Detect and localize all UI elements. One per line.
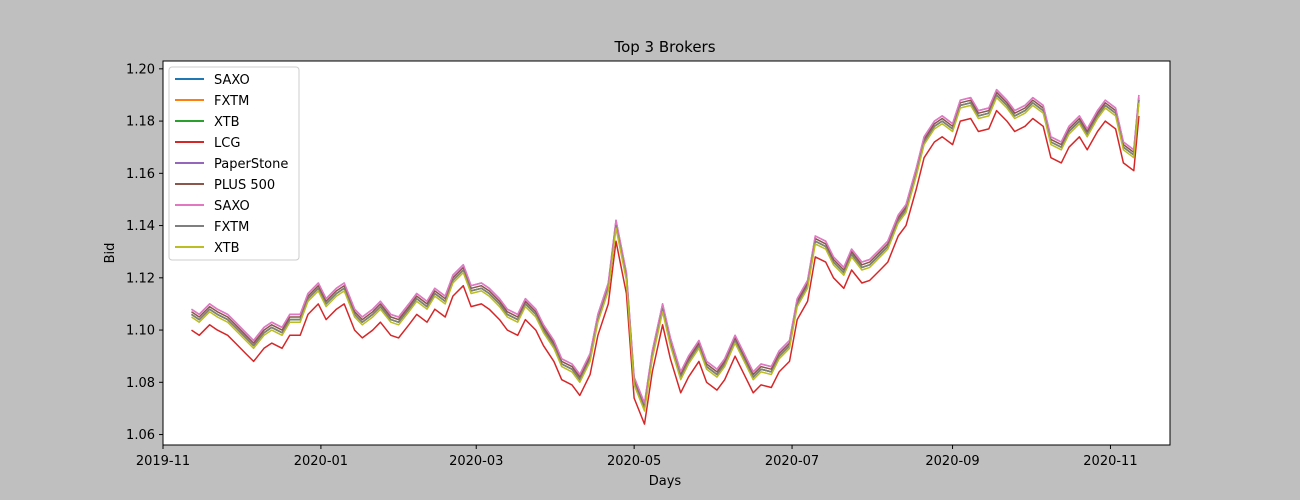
series-line-9 <box>191 96 1140 412</box>
legend-label: FXTM <box>214 94 249 109</box>
legend-label: PLUS 500 <box>214 178 275 193</box>
legend: SAXO FXTM XTB LCG PaperStone PLUS 500 SAXO FXTM… <box>168 66 300 261</box>
series-layer <box>191 88 1140 425</box>
legend-label: PaperStone <box>214 157 288 172</box>
legend-label: SAXO <box>214 199 250 214</box>
x-tick-label: 2020-11 <box>1083 454 1137 469</box>
x-tick-label: 2020-09 <box>925 454 979 469</box>
y-axis-title: Bid <box>103 243 118 264</box>
x-tick-label: 2020-05 <box>607 454 661 469</box>
x-tick-label: 2020-01 <box>294 454 348 469</box>
y-tick-label: 1.08 <box>126 376 155 391</box>
legend-label: XTB <box>214 115 240 130</box>
x-axis: 2019-11 2020-01 2020-03 2020-05 2020-07 2020-… <box>136 445 1138 469</box>
chart-title: Top 3 Brokers <box>613 38 715 56</box>
y-tick-label: 1.12 <box>126 271 155 286</box>
y-tick-label: 1.18 <box>126 115 155 130</box>
series-line-7 <box>191 88 1140 404</box>
legend-label: SAXO <box>214 73 250 88</box>
legend-label: XTB <box>214 241 240 256</box>
y-axis: 1.06 1.08 1.10 1.12 1.14 1.16 1.18 1.20 <box>126 62 163 443</box>
y-tick-label: 1.20 <box>126 62 155 77</box>
legend-label: FXTM <box>214 220 249 235</box>
y-tick-label: 1.16 <box>126 167 155 182</box>
y-tick-label: 1.06 <box>126 428 155 443</box>
x-tick-label: 2020-07 <box>765 454 819 469</box>
legend-box <box>168 66 300 261</box>
x-axis-title: Days <box>649 474 682 489</box>
series-line-4 <box>191 109 1140 425</box>
x-tick-label: 2019-11 <box>136 454 190 469</box>
y-tick-label: 1.10 <box>126 324 155 339</box>
plot-area <box>162 60 1171 446</box>
x-tick-label: 2020-03 <box>449 454 503 469</box>
legend-label: LCG <box>214 136 240 151</box>
y-tick-label: 1.14 <box>126 219 155 234</box>
